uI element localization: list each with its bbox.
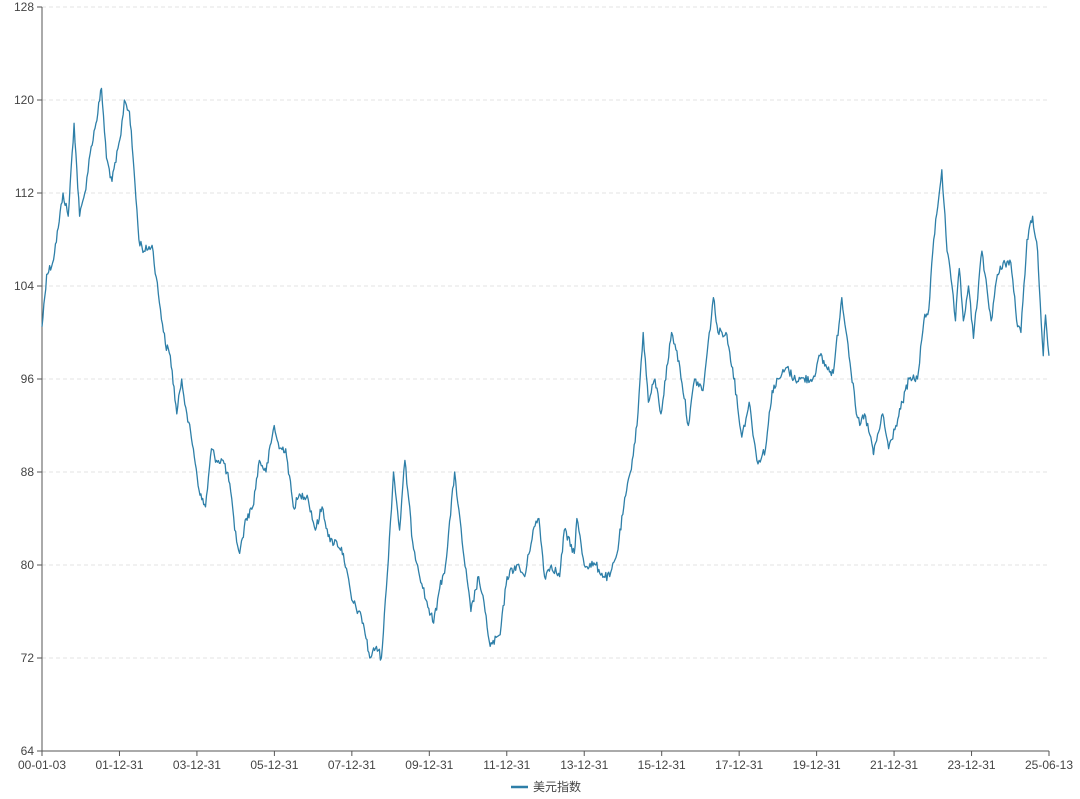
x-tick-label: 23-12-31 (948, 758, 996, 772)
x-tick-label: 09-12-31 (405, 758, 453, 772)
x-tick-label: 01-12-31 (95, 758, 143, 772)
y-tick-label: 120 (14, 93, 34, 107)
x-tick-label: 21-12-31 (870, 758, 918, 772)
x-tick-label: 15-12-31 (638, 758, 686, 772)
y-axis-ticks: 64 72 80 88 96 104 112 120 128 (14, 0, 42, 758)
x-tick-label: 19-12-31 (793, 758, 841, 772)
y-tick-label: 112 (15, 186, 34, 200)
y-tick-label: 72 (21, 651, 35, 665)
x-tick-label: 05-12-31 (250, 758, 298, 772)
x-tick-label: 03-12-31 (173, 758, 221, 772)
x-tick-label: 17-12-31 (715, 758, 763, 772)
x-axis-ticks: 00-01-03 01-12-31 03-12-31 05-12-31 07-12-31… (18, 751, 1073, 772)
series-layer (41, 87, 1050, 661)
x-tick-label: 13-12-31 (560, 758, 608, 772)
y-tick-label: 96 (21, 372, 35, 386)
x-tick-label: 07-12-31 (328, 758, 376, 772)
legend-label: 美元指数 (533, 779, 581, 794)
y-gridlines (42, 6, 1049, 659)
y-tick-label: 64 (21, 744, 35, 758)
x-tick-label: 00-01-03 (18, 758, 66, 772)
legend[interactable]: 美元指数 (511, 779, 581, 794)
y-tick-label: 128 (14, 0, 34, 14)
y-tick-label: 88 (21, 465, 35, 479)
x-tick-label: 25-06-13 (1025, 758, 1073, 772)
y-tick-label: 104 (14, 279, 34, 293)
y-tick-label: 80 (21, 558, 35, 572)
x-tick-label: 11-12-31 (483, 758, 530, 772)
series-line (41, 87, 1050, 661)
